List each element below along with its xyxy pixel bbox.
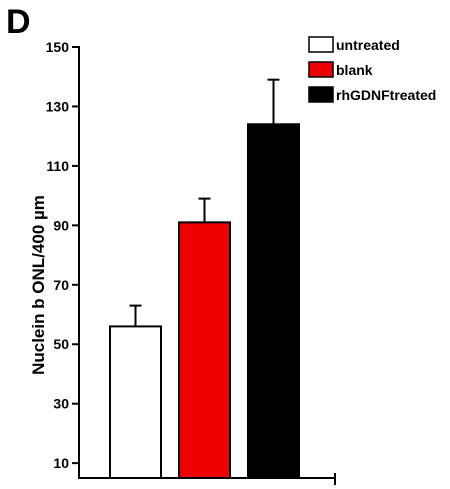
legend-label-untreated: untreated [336, 37, 400, 53]
bar-blank [178, 221, 231, 479]
y-tick-label: 30 [53, 396, 69, 412]
legend-swatch-untreated [308, 36, 334, 53]
legend-label-blank: blank [336, 62, 373, 78]
panel-letter: D [6, 3, 31, 41]
y-tick-label: 130 [46, 98, 70, 114]
bars [109, 78, 300, 480]
y-axis-title-group: Nuclein b ONL/400 µm [29, 195, 48, 375]
y-tick-label: 150 [46, 39, 70, 55]
y-tick-label: 10 [53, 455, 69, 471]
y-axis-title: Nuclein b ONL/400 µm [29, 195, 48, 375]
bar-untreated [109, 325, 162, 479]
legend-swatch-blank [308, 61, 334, 78]
legend: untreated blank rhGDNFtreated [308, 36, 436, 103]
axes [78, 46, 336, 485]
y-tick-label: 50 [53, 336, 69, 352]
y-tick-label: 70 [53, 277, 69, 293]
y-tick-label: 90 [53, 217, 69, 233]
bar-rhGDNFtreated [247, 123, 300, 480]
legend-label-rhGDNFtreated: rhGDNFtreated [336, 87, 436, 103]
legend-swatch-rhGDNFtreated [308, 86, 334, 103]
y-tick-label: 110 [46, 158, 69, 174]
y-axis-ticks: 10 30 50 70 90 110 130 150 [46, 39, 79, 471]
